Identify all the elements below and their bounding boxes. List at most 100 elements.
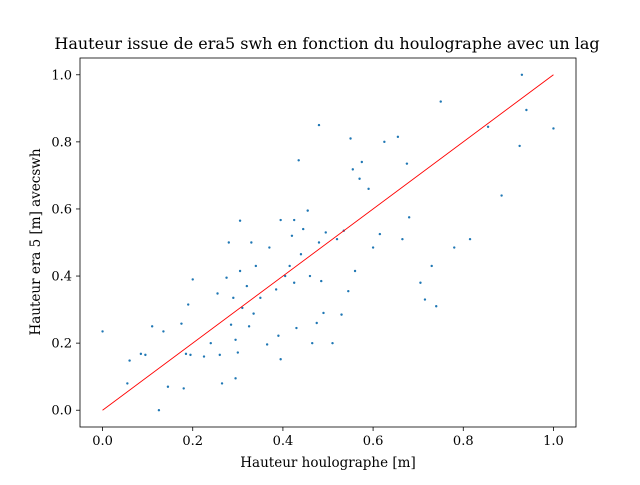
scatter-point (150, 325, 154, 328)
scatter-point (340, 313, 343, 316)
scatter-point (268, 246, 271, 249)
plot-frame (79, 57, 577, 428)
scatter-point (241, 306, 244, 310)
scatter-point (187, 303, 190, 306)
scatter-point (383, 140, 386, 144)
scatter-point (407, 216, 411, 219)
scatter-point (292, 218, 296, 222)
scatter-point (162, 330, 165, 333)
chart-title: Hauteur issue de era5 swh en fonction du… (54, 34, 599, 53)
y-axis-ticks: 0.0 0.2 0.4 0.6 0.8 1.0 (51, 68, 80, 419)
scatter-point (209, 341, 212, 345)
x-tick-label: 0.6 (363, 434, 384, 449)
scatter-point (290, 234, 294, 237)
plot-area (101, 73, 555, 412)
scatter-point (371, 246, 375, 249)
scatter-point (439, 100, 442, 103)
scatter-point (324, 231, 327, 234)
scatter-point (358, 177, 361, 180)
scatter-point (306, 209, 309, 212)
scatter-point (227, 241, 230, 244)
scatter-point (500, 194, 503, 197)
scatter-point (292, 281, 296, 284)
scatter-point (295, 326, 298, 330)
scatter-point (299, 253, 303, 256)
scatter-point (288, 264, 291, 268)
scatter-point (335, 237, 339, 241)
scatter-point (184, 352, 188, 356)
scatter-point (317, 241, 321, 244)
scatter-point (520, 73, 524, 76)
y-tick-label: 0.0 (51, 404, 72, 419)
scatter-point (435, 305, 438, 308)
scatter-point (297, 159, 300, 162)
x-tick-label: 0.8 (453, 434, 474, 449)
scatter-point (525, 108, 528, 112)
scatter-point (317, 123, 321, 127)
x-tick-label: 0.0 (92, 434, 113, 449)
scatter-point (126, 382, 129, 385)
scatter-point (322, 311, 325, 315)
scatter-point (396, 135, 400, 139)
y-tick-label: 0.6 (51, 202, 72, 217)
x-axis-label: Hauteur houlographe [m] (240, 455, 415, 471)
scatter-point (419, 281, 422, 284)
scatter-point (250, 241, 253, 244)
scatter-point (101, 330, 104, 333)
y-tick-label: 0.4 (51, 270, 72, 285)
scatter-point (128, 359, 131, 362)
scatter-point (265, 343, 269, 346)
scatter-point (331, 341, 334, 345)
scatter-point (157, 409, 161, 412)
scatter-point (311, 341, 314, 345)
scatter-point (486, 125, 490, 128)
scatter-point (518, 144, 521, 148)
scatter-point (283, 274, 287, 278)
scatter-point (351, 168, 354, 171)
scatter-point (259, 296, 262, 300)
scatter-point (430, 264, 433, 268)
scatter-point (277, 334, 280, 337)
scatter-point (245, 284, 249, 288)
scatter-point (360, 160, 364, 164)
scatter-point (453, 246, 456, 249)
scatter-point (189, 353, 192, 357)
scatter-point (405, 162, 409, 165)
fit-line (102, 74, 554, 411)
scatter-point (274, 288, 278, 291)
scatter-point (315, 321, 318, 325)
scatter-point (423, 298, 427, 301)
scatter-point (238, 219, 242, 222)
scatter-point (234, 338, 237, 341)
scatter-point (232, 296, 235, 300)
scatter-point (320, 279, 323, 283)
x-tick-label: 0.2 (182, 434, 203, 449)
scatter-point (279, 218, 282, 222)
scatter-point (180, 322, 183, 325)
scatter-point (279, 358, 282, 361)
scatter-point (182, 387, 185, 390)
scatter-point (347, 289, 350, 293)
scatter-point (247, 325, 251, 328)
y-tick-label: 0.8 (51, 135, 72, 150)
scatter-point (468, 237, 472, 241)
y-axis-label: Hauteur era 5 [m] avecswh (28, 148, 44, 335)
scatter-point (254, 264, 258, 268)
scatter-point (238, 269, 242, 273)
x-tick-label: 0.4 (273, 434, 294, 449)
scatter-point (552, 127, 555, 130)
scatter-point (191, 278, 194, 281)
scatter-point (229, 323, 233, 326)
scatter-point (401, 237, 404, 241)
scatter-point (353, 269, 357, 273)
scatter-point (302, 227, 305, 231)
scatter-point (139, 352, 143, 356)
scatter-point (367, 187, 370, 191)
scatter-point (234, 377, 237, 380)
y-tick-label: 0.2 (51, 337, 72, 352)
x-tick-label: 1.0 (543, 434, 564, 449)
scatter-point (225, 276, 228, 279)
scatter-point (252, 312, 255, 315)
